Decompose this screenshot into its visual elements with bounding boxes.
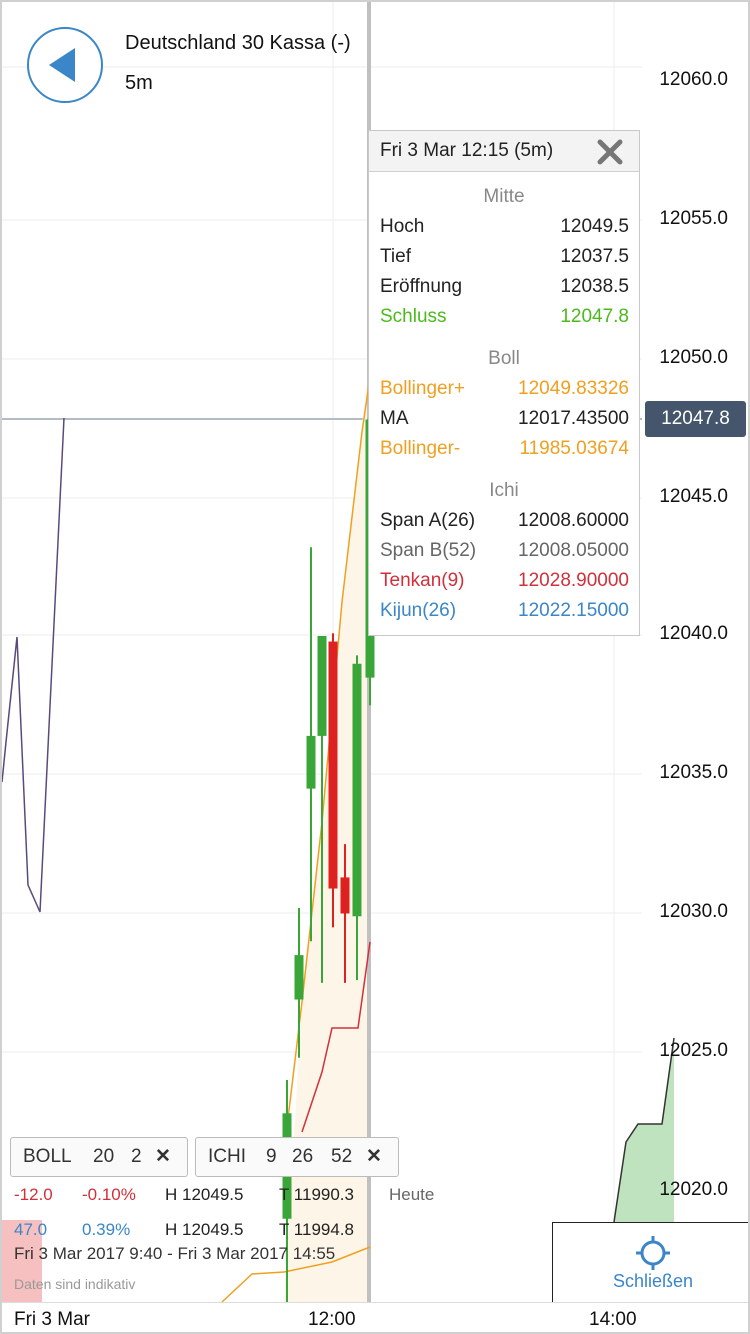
- tooltip-row-label: Tief: [380, 246, 411, 267]
- senkou-span-a-line: [613, 1037, 675, 1223]
- candle-body: [306, 735, 316, 789]
- candle-body: [328, 641, 338, 889]
- tooltip-row-value: 12049.5: [560, 216, 629, 237]
- ichimoku-cloud-red: [2, 1220, 42, 1302]
- boll-name: BOLL: [23, 1146, 72, 1167]
- change-pct-period: 0.39%: [82, 1220, 131, 1239]
- y-axis-label: 12060.0: [659, 69, 728, 90]
- low-today: T 11990.3: [279, 1185, 354, 1204]
- instrument-title: Deutschland 30 Kassa (-): [125, 32, 351, 54]
- tooltip-row-label: Kijun(26): [380, 600, 457, 621]
- current-price-tag: 12047.8: [645, 401, 746, 437]
- tooltip-section-mitte: Mitte: [483, 186, 525, 207]
- tooltip-row-value: 12008.60000: [518, 510, 629, 531]
- tooltip-row-label: Hoch: [380, 216, 425, 237]
- remove-ichi-icon[interactable]: ✕: [366, 1146, 382, 1167]
- y-axis-label: 12045.0: [659, 486, 728, 507]
- tooltip-section-boll: Boll: [488, 348, 520, 369]
- tooltip-row-label: Span B(52): [380, 540, 477, 561]
- close-label: Schließen: [612, 1271, 694, 1291]
- date-range: Fri 3 Mar 2017 9:40 - Fri 3 Mar 2017 14:…: [14, 1244, 336, 1263]
- tooltip-row-value: 12047.8: [560, 306, 629, 327]
- tooltip-row-label: Bollinger-: [380, 438, 461, 459]
- candle-body: [294, 955, 304, 1000]
- x-label-1400: 14:00: [589, 1309, 637, 1330]
- candle-body: [352, 663, 362, 917]
- ichi-tenkan: 9: [266, 1146, 277, 1167]
- tooltip-row-label: MA: [380, 408, 409, 429]
- tooltip-row-label: Span A(26): [380, 510, 476, 531]
- boll-indicator-chip[interactable]: BOLL 20 2 ✕: [10, 1137, 188, 1177]
- tooltip-row-label: Schluss: [380, 306, 447, 327]
- candle-tooltip: Fri 3 Mar 12:15 (5m) Mitte Hoch 12049.5 Tie…: [368, 130, 640, 636]
- y-axis-label: 12050.0: [659, 347, 728, 368]
- ichi-name: ICHI: [208, 1146, 246, 1167]
- low-period: T 11994.8: [279, 1220, 354, 1239]
- ichi-kijun: 26: [292, 1146, 314, 1167]
- close-button[interactable]: Schließen: [552, 1222, 748, 1302]
- boll-period: 20: [93, 1146, 115, 1167]
- tooltip-row-value: 11985.03674: [519, 438, 629, 459]
- tooltip-row-value: 12038.5: [560, 276, 629, 297]
- disclaimer: Daten sind indikativ: [14, 1276, 136, 1292]
- chikou-line: [2, 417, 65, 913]
- tooltip-header: Fri 3 Mar 12:15 (5m): [369, 131, 639, 172]
- bollinger-lower-line: [221, 1246, 371, 1303]
- tooltip-row-value: 12028.90000: [518, 570, 629, 591]
- high-period: H 12049.5: [165, 1220, 244, 1239]
- change-pct-today: -0.10%: [82, 1185, 136, 1204]
- y-axis-label: 12020.0: [659, 1179, 728, 1200]
- tooltip-row-label: Eröffnung: [380, 276, 463, 297]
- back-button[interactable]: [27, 27, 103, 103]
- ichi-span: 52: [331, 1146, 353, 1167]
- tenkan-line: [301, 941, 371, 1133]
- crosshair-icon: [636, 1236, 670, 1270]
- interval-label: 5m: [125, 72, 153, 94]
- candle-body: [340, 877, 350, 914]
- change-today: -12.0: [14, 1185, 53, 1204]
- change-period: 47.0: [14, 1220, 48, 1239]
- y-axis-label: 12030.0: [659, 901, 728, 922]
- tooltip-row-label: Tenkan(9): [380, 570, 465, 591]
- y-axis-label: 12055.0: [659, 208, 728, 229]
- y-axis-label: 12040.0: [659, 623, 728, 644]
- today-label: Heute: [389, 1185, 435, 1204]
- tooltip-row-label: Bollinger+: [380, 378, 466, 399]
- tooltip-section-ichi: Ichi: [489, 480, 519, 501]
- high-today: H 12049.5: [165, 1185, 244, 1204]
- remove-boll-icon[interactable]: ✕: [155, 1146, 171, 1167]
- tooltip-row-value: 12008.05000: [518, 540, 629, 561]
- bollinger-band-fill: [284, 382, 367, 1302]
- y-axis-label: 12035.0: [659, 762, 728, 783]
- x-label-1200: 12:00: [308, 1309, 356, 1330]
- tooltip-row-value: 12017.43500: [518, 408, 629, 429]
- candle-body: [317, 636, 327, 736]
- back-arrow-icon: [49, 48, 75, 82]
- tooltip-row-value: 12037.5: [560, 246, 629, 267]
- y-axis-label: 12025.0: [659, 1040, 728, 1061]
- ichi-indicator-chip[interactable]: ICHI 9 26 52 ✕: [195, 1137, 399, 1177]
- boll-deviation: 2: [131, 1146, 142, 1167]
- x-axis: Fri 3 Mar 12:00 14:00: [2, 1302, 748, 1332]
- tooltip-row-value: 12022.15000: [518, 600, 629, 621]
- tooltip-row-value: 12049.83326: [518, 378, 629, 399]
- x-label-date: Fri 3 Mar: [14, 1309, 90, 1330]
- close-icon[interactable]: [595, 137, 625, 167]
- header: Deutschland 30 Kassa (-) 5m: [2, 2, 642, 122]
- tooltip-title: Fri 3 Mar 12:15 (5m): [380, 140, 554, 161]
